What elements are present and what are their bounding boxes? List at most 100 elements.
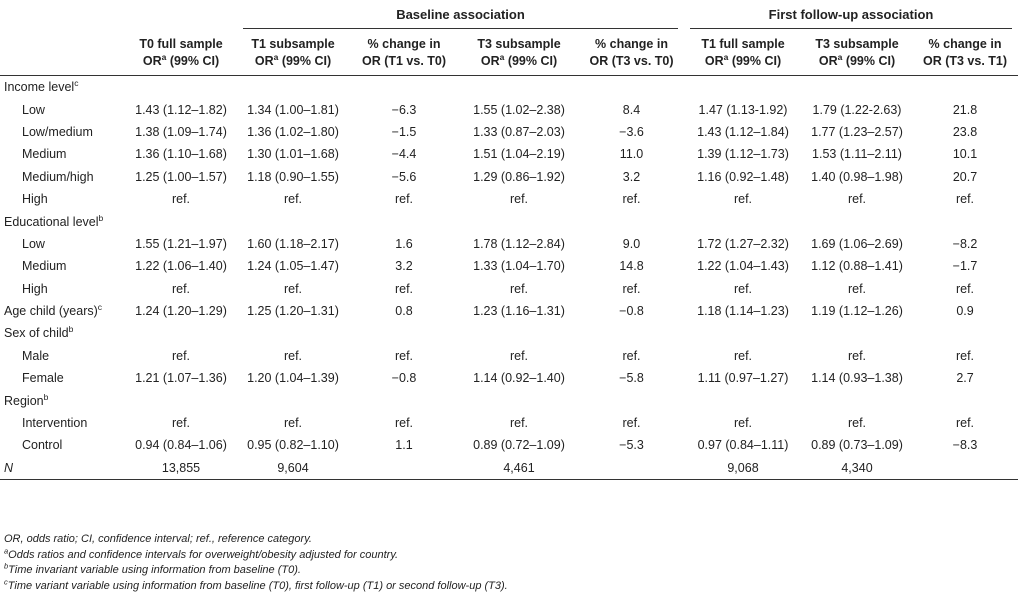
- column-header-line1: T3 subsample: [815, 37, 899, 51]
- table-cell: 1.55 (1.21–1.97): [135, 236, 227, 251]
- table-cell: [802, 322, 912, 344]
- table-cell: ref.: [171, 192, 191, 207]
- table-cell: [125, 210, 237, 232]
- table-cell: 1.36 (1.10–1.68): [135, 147, 227, 162]
- row-label: Low: [0, 98, 125, 120]
- table-cell: −6.3: [391, 102, 417, 117]
- column-header: % change in OR (T1 vs. T0): [349, 33, 459, 76]
- table-cell: [349, 210, 459, 232]
- footnote: aOdds ratios and confidence intervals fo…: [4, 547, 508, 564]
- baseline-group-header: Baseline association: [237, 3, 684, 33]
- table-cell: ref.: [509, 281, 529, 296]
- column-header-line2: ORa (99% CI): [127, 53, 235, 70]
- column-header-line1: % change in: [928, 37, 1002, 51]
- footnote-marker: a: [161, 51, 167, 62]
- table-cell: −4.4: [391, 147, 417, 162]
- table-cell: 1.69 (1.06–2.69): [811, 236, 903, 251]
- table-cell: [684, 210, 802, 232]
- table-cell: 0.95 (0.82–1.10): [247, 438, 339, 453]
- row-label-text: Low: [22, 102, 45, 117]
- row-label-text: Low: [22, 236, 45, 251]
- table-cell: ref.: [509, 416, 529, 431]
- row-label-text: N: [4, 460, 14, 475]
- table-footnotes: OR, odds ratio; CI, confidence interval;…: [4, 532, 508, 594]
- column-header-line2: OR (T3 vs. T1): [914, 53, 1016, 70]
- column-header-measure: OR (T3 vs. T1): [922, 54, 1008, 68]
- footnote-marker: a: [499, 51, 505, 62]
- table-cell: −1.7: [952, 259, 978, 274]
- table-cell: ref.: [171, 416, 191, 431]
- table-body: Income levelc Low 1.43 (1.12–1.82) 1.34 (1.…: [0, 76, 1018, 481]
- table-cell: 1.53 (1.11–2.11): [812, 147, 902, 162]
- table-cell: [912, 210, 1018, 232]
- table-cell: 2.7: [956, 371, 974, 386]
- row-label: Age child (years)c: [0, 300, 125, 322]
- table-cell: 0.9: [956, 304, 974, 319]
- table-cell: ref.: [509, 192, 529, 207]
- row-label: Educational levelb: [0, 210, 125, 232]
- table-cell: [684, 76, 802, 99]
- table-cell: ref.: [283, 192, 303, 207]
- column-header: T1 full sample ORa (99% CI): [684, 33, 802, 76]
- column-header-ci: (99% CI): [278, 54, 332, 68]
- table-cell: [237, 210, 349, 232]
- table-cell: 23.8: [952, 124, 978, 139]
- column-header-ci: (99% CI): [842, 54, 896, 68]
- footnote: cTime variant variable using information…: [4, 577, 508, 595]
- table-row: Educational levelb: [0, 210, 1018, 232]
- table-row: Control 0.94 (0.84–1.06) 0.95 (0.82–1.10) 1…: [0, 434, 1018, 456]
- footnote-marker: c: [4, 577, 8, 587]
- table-cell: 3.2: [395, 259, 413, 274]
- row-label-text: Medium: [22, 147, 67, 162]
- table-cell: ref.: [622, 416, 641, 431]
- footnote-marker: a: [723, 51, 729, 62]
- table-cell: −8.2: [952, 236, 978, 251]
- table-cell: 1.79 (1.22-2.63): [812, 102, 902, 117]
- row-label: Regionb: [0, 389, 125, 411]
- table-cell: [237, 389, 349, 411]
- footnote-text: OR, odds ratio; CI, confidence interval;…: [4, 533, 312, 545]
- row-label-text: Sex of child: [4, 326, 69, 341]
- column-header-line2: ORa (99% CI): [686, 53, 800, 70]
- table-cell: [912, 456, 1018, 481]
- column-header-line1: T1 full sample: [701, 37, 785, 51]
- table-cell: ref.: [622, 192, 641, 207]
- row-label: Medium: [0, 255, 125, 277]
- table-row: Medium/high 1.25 (1.00–1.57) 1.18 (0.90–1.…: [0, 166, 1018, 188]
- row-label-text: Educational level: [4, 214, 99, 229]
- column-header-measure: OR: [818, 54, 838, 68]
- table-cell: [912, 389, 1018, 411]
- table-cell: ref.: [955, 416, 975, 431]
- table-cell: ref.: [847, 281, 867, 296]
- row-label-text: Intervention: [22, 416, 88, 431]
- table-cell: 1.72 (1.27–2.32): [697, 236, 789, 251]
- table-cell: −0.8: [391, 371, 417, 386]
- group-header-row: Baseline association First follow-up ass…: [0, 3, 1018, 33]
- table-cell: 13,855: [125, 456, 237, 481]
- table-cell: 1.25 (1.20–1.31): [247, 304, 339, 319]
- table-cell: 0.94 (0.84–1.06): [135, 438, 227, 453]
- column-header: T3 subsample ORa (99% CI): [459, 33, 579, 76]
- table-cell: ref.: [733, 416, 753, 431]
- table-cell: ref.: [955, 348, 975, 363]
- table-cell: 1.47 (1.13-1.92): [698, 102, 788, 117]
- table-cell: 14.8: [619, 259, 644, 274]
- table-cell: 0.89 (0.72–1.09): [473, 438, 565, 453]
- table-cell: ref.: [394, 281, 414, 296]
- table-cell: 1.18 (0.90–1.55): [247, 169, 339, 184]
- table-row: Regionb: [0, 389, 1018, 411]
- column-header: T0 full sample ORa (99% CI): [125, 33, 237, 76]
- table-row: Medium 1.22 (1.06–1.40) 1.24 (1.05–1.47) 3.…: [0, 255, 1018, 277]
- table-row: Low 1.55 (1.21–1.97) 1.60 (1.18–2.17) 1.6 1.…: [0, 233, 1018, 255]
- table-cell: [579, 76, 684, 99]
- table-cell: ref.: [171, 281, 191, 296]
- table-cell: 1.6: [395, 236, 413, 251]
- table-row: High ref. ref. ref. ref. ref. ref. ref. ref.: [0, 278, 1018, 300]
- column-header-measure: OR: [480, 54, 500, 68]
- table-cell: ref.: [394, 416, 414, 431]
- table-row: Medium 1.36 (1.10–1.68) 1.30 (1.01–1.68) −4…: [0, 143, 1018, 165]
- table-cell: [459, 76, 579, 99]
- table-cell: ref.: [733, 192, 753, 207]
- table-cell: 1.34 (1.00–1.81): [247, 102, 339, 117]
- table-cell: 1.14 (0.92–1.40): [473, 371, 565, 386]
